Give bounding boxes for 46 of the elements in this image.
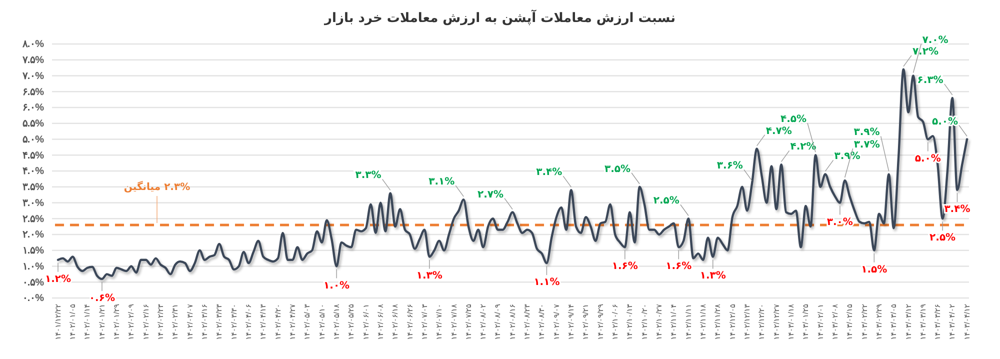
data-label: ۳.۷%: [854, 140, 880, 151]
data-label: ۱.۵%: [861, 264, 888, 276]
data-label: ۱.۶%: [666, 261, 692, 272]
y-tick-label: ۵.۵%: [22, 118, 44, 130]
data-label: ۷.۲%: [912, 46, 938, 58]
y-tick-label: ۵.۰%: [22, 134, 44, 146]
y-tick-label: ۴.۰%: [22, 166, 44, 178]
data-label: ۳.۱%: [428, 176, 455, 188]
data-label: ۳.۴%: [536, 167, 562, 178]
y-tick-label: ۶.۵%: [22, 86, 44, 98]
data-label: ۳.۳%: [355, 170, 382, 182]
data-label: ۱.۱%: [534, 277, 560, 288]
data-label: ۱.۳%: [700, 270, 726, 282]
data-label: ۴.۲%: [790, 142, 816, 153]
data-label: ۴.۵%: [780, 114, 806, 126]
data-label: ۱.۰%: [324, 280, 350, 292]
y-tick-label: ۶.۰%: [22, 102, 44, 114]
data-label: ۱.۶%: [612, 261, 638, 272]
y-tick-label: ۰.۰%: [22, 293, 44, 304]
data-label: ۲.۷%: [477, 189, 504, 200]
data-label: ۲.۵%: [930, 232, 956, 244]
y-tick-label: ۱.۵%: [22, 246, 44, 257]
chart-title: نسبت ارزش معاملات آپشن به ارزش معاملات خرد بازار: [324, 9, 676, 26]
y-tick-label: ۷.۰%: [21, 70, 44, 82]
y-tick-label: ۲.۵%: [22, 214, 44, 225]
data-label: ۷.۰%: [922, 34, 948, 46]
data-label: ۶.۳%: [917, 74, 944, 86]
y-tick-label: ۳.۵%: [22, 182, 44, 194]
y-tick-label: ۷.۵%: [21, 55, 44, 66]
data-label: ۳.۰%: [826, 216, 853, 228]
y-tick-label: ۸.۰%: [21, 39, 44, 50]
y-tick-label: ۳.۰%: [22, 198, 44, 209]
data-label: ۳.۹%: [854, 127, 880, 138]
data-label: ۱.۲%: [44, 274, 72, 285]
y-tick-label: ۲.۰%: [22, 230, 44, 241]
data-label: ۰.۶%: [88, 292, 115, 304]
ref-line-label: ۲.۳% میانگین: [124, 180, 190, 193]
data-label: ۱.۳%: [416, 270, 442, 282]
data-label: ۲.۵%: [653, 196, 680, 207]
data-label: ۳.۵%: [604, 164, 631, 175]
data-label: ۳.۹%: [834, 151, 860, 162]
data-label: ۳.۶%: [716, 160, 743, 172]
data-label: ۴.۷%: [766, 126, 792, 137]
y-tick-label: ۱.۰%: [22, 261, 44, 272]
y-tick-label: ۰.۵%: [22, 277, 44, 288]
y-tick-label: ۴.۵%: [22, 150, 44, 162]
